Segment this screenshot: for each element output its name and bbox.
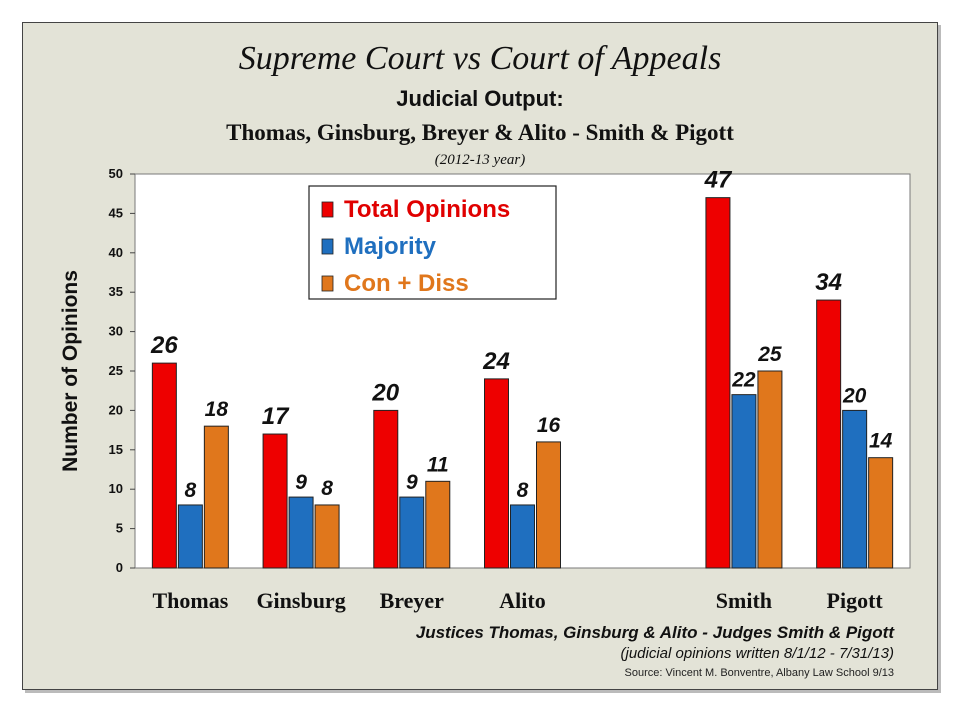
bar [314,504,340,569]
y-tick-label: 40 [109,245,123,260]
data-label: 20 [842,384,867,407]
legend-box [308,185,557,300]
y-tick-label: 45 [109,205,123,220]
x-tick-label: Breyer [380,588,445,613]
y-tick-label: 30 [109,324,123,339]
bar [399,496,425,569]
bar [373,409,399,569]
data-label: 20 [371,379,399,406]
bar [536,441,561,569]
chart-title: Supreme Court vs Court of Appeals [238,40,722,77]
y-tick-label: 10 [109,481,123,496]
bar [484,378,509,569]
legend-label: Total Opinions [344,196,510,223]
y-axis-title: Number of Opinions [59,270,82,472]
footer-source: Source: Vincent M. Bonventre, Albany Law… [624,667,894,679]
data-label: 8 [321,477,333,500]
data-label: 11 [427,453,449,476]
y-tick-label: 20 [109,402,123,417]
y-tick-label: 50 [109,166,123,181]
data-label: 17 [262,403,290,430]
bar [177,504,203,569]
legend-label: Con + Diss [344,270,469,297]
bar [510,504,535,569]
chart-subtitle-names: Thomas, Ginsburg, Breyer & Alito - Smith… [226,120,734,145]
data-label: 8 [185,479,197,502]
y-tick-label: 15 [109,442,123,457]
y-tick-label: 0 [116,560,123,575]
y-tick-label: 25 [109,363,123,378]
bar [203,425,229,569]
bar [842,409,868,569]
legend-label: Majority [344,233,437,260]
bar [151,362,177,569]
bar [262,433,288,569]
bar [757,370,783,569]
data-label: 34 [815,269,842,296]
chart-subtitle: Judicial Output: [396,86,564,111]
bar [425,480,451,569]
y-tick-label: 5 [116,521,123,536]
data-label: 26 [150,332,178,359]
x-tick-label: Ginsburg [256,588,345,613]
bar [816,299,842,569]
data-label: 9 [295,471,307,494]
data-label: 9 [406,471,418,494]
x-tick-label: Smith [716,588,772,613]
x-tick-label: Alito [499,588,545,613]
data-label: 18 [205,398,229,421]
data-label: 16 [537,414,561,437]
legend-swatch [321,238,334,255]
data-label: 25 [757,343,782,366]
chart-subtitle-year: (2012-13 year) [434,152,526,168]
x-tick-label: Pigott [827,588,884,613]
data-label: 47 [704,167,733,194]
footer-note: Justices Thomas, Ginsburg & Alito - Judg… [415,623,894,642]
legend-swatch [321,201,334,218]
bar [705,197,731,569]
legend-swatch [321,275,334,292]
data-label: 14 [869,430,893,453]
x-tick-label: Thomas [152,588,228,613]
data-label: 24 [482,348,510,375]
bar [731,394,757,569]
footer-dates: (judicial opinions written 8/1/12 - 7/31… [620,645,895,662]
bar [868,457,894,569]
y-tick-label: 35 [109,284,123,299]
data-label: 8 [517,479,529,502]
bar [288,496,314,569]
data-label: 22 [731,369,756,392]
